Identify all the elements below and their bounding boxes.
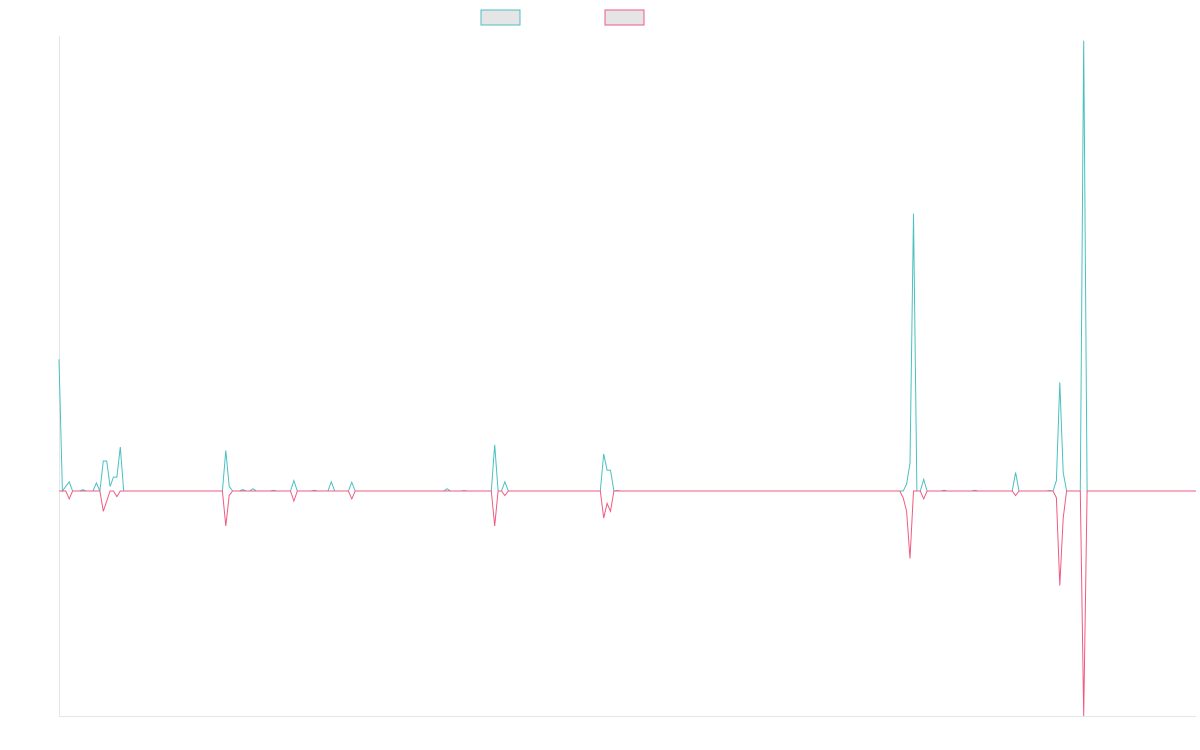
plot-area [58,40,1196,717]
legend[interactable] [480,9,645,26]
series-line-1 [58,40,1196,493]
series-line-2 [59,490,1196,717]
legend-swatch-series-1[interactable] [480,9,521,26]
legend-swatch-series-2[interactable] [604,9,645,26]
